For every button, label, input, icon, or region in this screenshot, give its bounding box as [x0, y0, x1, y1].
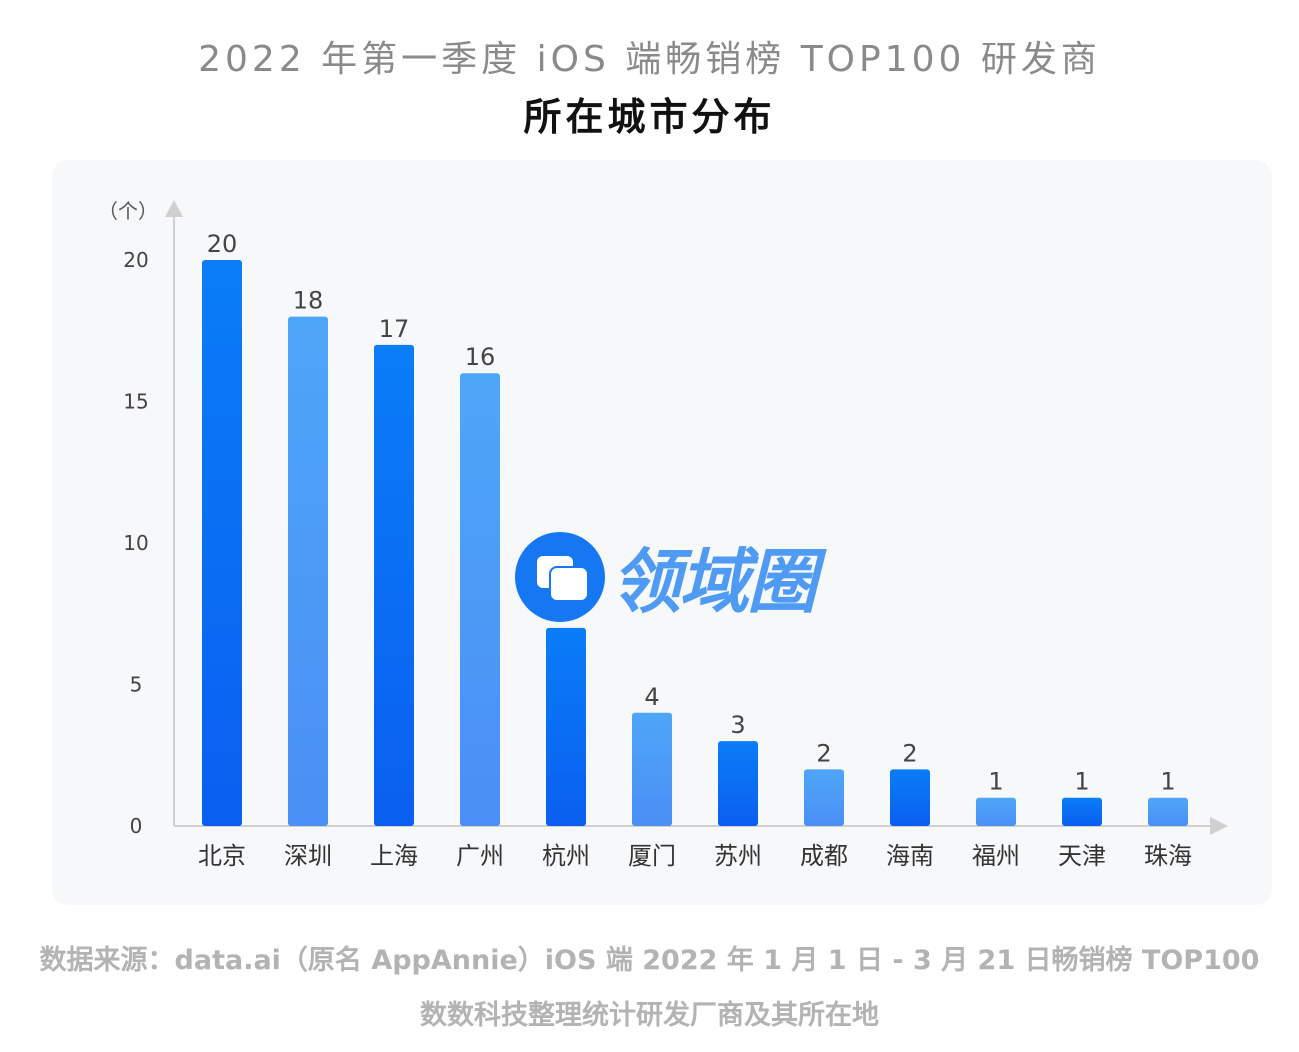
- chart-subtitle: 所在城市分布: [523, 95, 776, 139]
- data-label: 16: [465, 343, 496, 371]
- data-label: 4: [644, 683, 659, 711]
- x-tick-label: 天津: [1058, 842, 1106, 870]
- bar: [890, 769, 930, 826]
- bar: [202, 260, 242, 826]
- data-label: 1: [1160, 768, 1175, 796]
- bar: [374, 344, 414, 826]
- x-tick-label: 成都: [800, 842, 848, 870]
- bar: [976, 797, 1016, 826]
- chart-title: 2022 年第一季度 iOS 端畅销榜 TOP100 研发商: [198, 39, 1101, 80]
- x-tick-label: 广州: [456, 842, 504, 870]
- source-note: 数据来源：data.ai（原名 AppAnnie）iOS 端 2022 年 1 …: [39, 945, 1260, 976]
- bar: [1148, 797, 1188, 826]
- y-tick-label: 20: [123, 248, 148, 272]
- x-tick-label: 上海: [370, 842, 418, 870]
- x-tick-label: 杭州: [542, 842, 590, 870]
- x-tick-label: 北京: [198, 842, 246, 870]
- x-tick-label: 厦门: [628, 842, 676, 870]
- watermark-logo: 领域圈: [515, 526, 817, 627]
- x-tick-label: 深圳: [284, 842, 332, 870]
- data-label: 1: [1074, 768, 1089, 796]
- y-tick-label: 5: [130, 673, 143, 697]
- y-tick-label: 15: [123, 390, 148, 414]
- data-label: 18: [293, 287, 324, 315]
- x-tick-label: 苏州: [714, 842, 762, 870]
- y-axis-arrow-icon: [165, 200, 183, 217]
- x-tick-label: 珠海: [1144, 842, 1192, 870]
- source-note-2: 数数科技整理统计研发厂商及其所在地: [420, 1000, 879, 1031]
- x-tick-label: 福州: [972, 842, 1020, 870]
- bar: [804, 769, 844, 826]
- x-axis-arrow-icon: [1210, 817, 1228, 835]
- bar: [718, 741, 758, 826]
- bar: [546, 627, 586, 826]
- y-axis-label: （个）: [98, 199, 158, 223]
- x-tick-label: 海南: [886, 842, 934, 870]
- data-label: 1: [988, 768, 1003, 796]
- bar: [460, 373, 500, 826]
- y-tick-label: 0: [130, 814, 143, 838]
- data-label: 3: [730, 711, 745, 739]
- data-label: 2: [816, 739, 831, 767]
- bar: [288, 316, 328, 826]
- bar: [632, 712, 672, 826]
- y-tick-label: 10: [123, 531, 148, 555]
- logo-icon: [515, 531, 605, 622]
- watermark-text: 领域圈: [611, 541, 817, 623]
- data-label: 2: [902, 739, 917, 767]
- data-label: 17: [379, 315, 410, 343]
- bar: [1062, 797, 1102, 826]
- data-label: 20: [207, 230, 238, 258]
